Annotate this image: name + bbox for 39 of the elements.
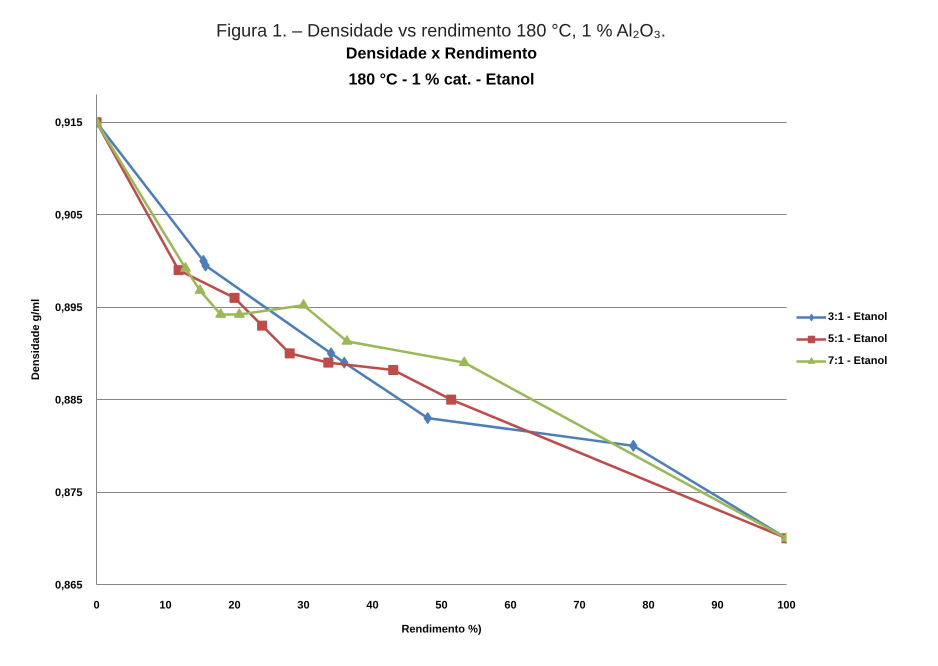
point [326,347,336,360]
legend-label: 5:1 - Etanol [828,332,888,347]
legend-label: 7:1 - Etanol [828,354,888,369]
point [215,308,226,318]
legend-label: 3:1 - Etanol [828,310,888,325]
y-tick-label: 0,875 [54,487,83,500]
chart-title: Densidade x Rendimento [346,46,538,62]
y-tick-label: 0,895 [54,302,83,314]
x-tick-label: 60 [504,600,517,612]
point [298,299,309,309]
y-tick-label: 0,915 [54,117,83,130]
x-tick-label: 20 [228,600,241,612]
point [388,365,398,376]
y-tick-label: 0,885 [54,394,83,407]
chart-subtitle: 180 °C - 1 % cat. - Etanol [348,72,535,88]
point [323,358,334,368]
x-tick-label: 10 [159,600,172,612]
point [180,262,192,272]
point [341,335,352,345]
text: Figura 1. – Densidade vs rendimento 180 °C, 1 % Al₂O₃. [216,20,666,40]
point [446,394,456,405]
x-tick-label: 40 [366,600,379,612]
y-tick-label: 0,865 [54,580,83,592]
x-tick-label: 90 [711,600,724,612]
x-tick-label: 100 [777,600,796,612]
point [230,292,240,303]
point [284,348,295,358]
y-tick-label: 0,905 [54,210,83,222]
x-tick-label: 70 [573,600,586,612]
point [194,284,206,294]
x-tick-label: 50 [435,600,448,612]
x-tick-label: 0 [93,600,100,612]
x-tick-label: 80 [642,600,655,612]
point [257,320,268,331]
y-axis-title: Densidade g/ml [30,298,42,380]
x-tick-label: 30 [297,600,310,612]
point [234,308,245,318]
point [458,356,470,366]
x-axis-title: Rendimento %) [401,624,482,636]
